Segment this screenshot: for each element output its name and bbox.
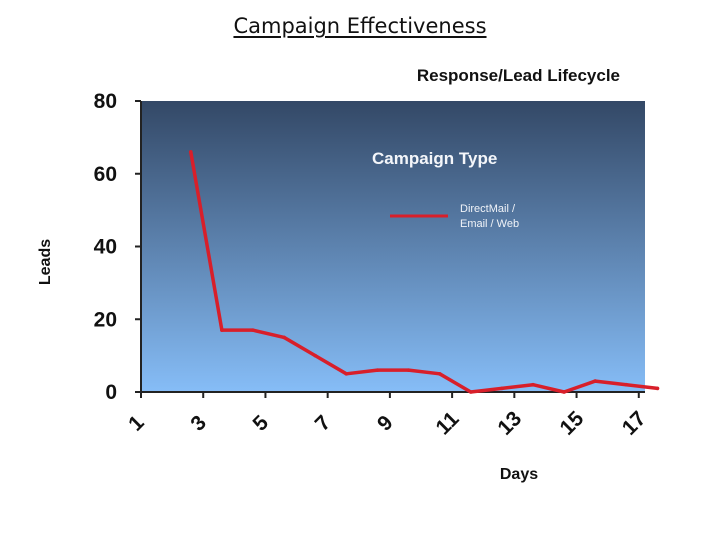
series-points bbox=[188, 150, 660, 394]
page-title: Campaign Effectiveness bbox=[233, 14, 487, 38]
legend-label: DirectMail / Email / Web bbox=[460, 203, 519, 230]
series-point bbox=[500, 386, 504, 391]
series-point bbox=[437, 372, 442, 376]
series-point bbox=[188, 150, 193, 154]
x-tick-label: 1 bbox=[124, 411, 149, 436]
x-tick-label: 11 bbox=[432, 407, 464, 439]
series-point bbox=[282, 335, 286, 340]
plot-area bbox=[141, 101, 645, 392]
series-line bbox=[189, 150, 660, 394]
x-tick-label: 17 bbox=[618, 407, 651, 440]
y-tick-label: 80 bbox=[94, 90, 117, 113]
series-point bbox=[220, 328, 224, 332]
series-point bbox=[344, 372, 349, 376]
series-point bbox=[375, 368, 380, 372]
y-axis-label: Leads bbox=[37, 239, 54, 285]
y-tick-label: 60 bbox=[94, 163, 117, 186]
legend-title: Campaign Type bbox=[372, 149, 497, 168]
y-axis-ticks: 0 20 40 60 80 bbox=[94, 90, 141, 404]
series-point bbox=[562, 390, 566, 394]
y-tick-label: 20 bbox=[94, 308, 117, 331]
y-tick-label: 0 bbox=[105, 381, 117, 404]
legend-label-line-2: Email / Web bbox=[460, 218, 519, 230]
x-tick-label: 13 bbox=[493, 407, 526, 440]
series-point bbox=[251, 328, 255, 332]
chart-title: Response/Lead Lifecycle bbox=[417, 66, 620, 85]
x-tick-label: 3 bbox=[186, 411, 211, 436]
x-axis-ticks: 1 3 5 7 9 11 13 15 17 bbox=[124, 392, 651, 440]
series-point bbox=[655, 386, 660, 391]
x-tick-label: 9 bbox=[373, 411, 398, 436]
series-point bbox=[531, 382, 535, 387]
y-tick-label: 40 bbox=[94, 236, 117, 259]
legend-label-line-1: DirectMail / bbox=[460, 203, 516, 215]
series-point bbox=[468, 390, 473, 394]
series-point bbox=[313, 353, 318, 358]
x-tick-label: 7 bbox=[311, 411, 336, 436]
series-point bbox=[624, 382, 629, 387]
series-point bbox=[406, 368, 411, 372]
x-axis-label: Days bbox=[500, 466, 538, 483]
x-tick-label: 5 bbox=[249, 411, 274, 436]
x-tick-label: 15 bbox=[556, 407, 589, 440]
series-point bbox=[593, 379, 598, 383]
